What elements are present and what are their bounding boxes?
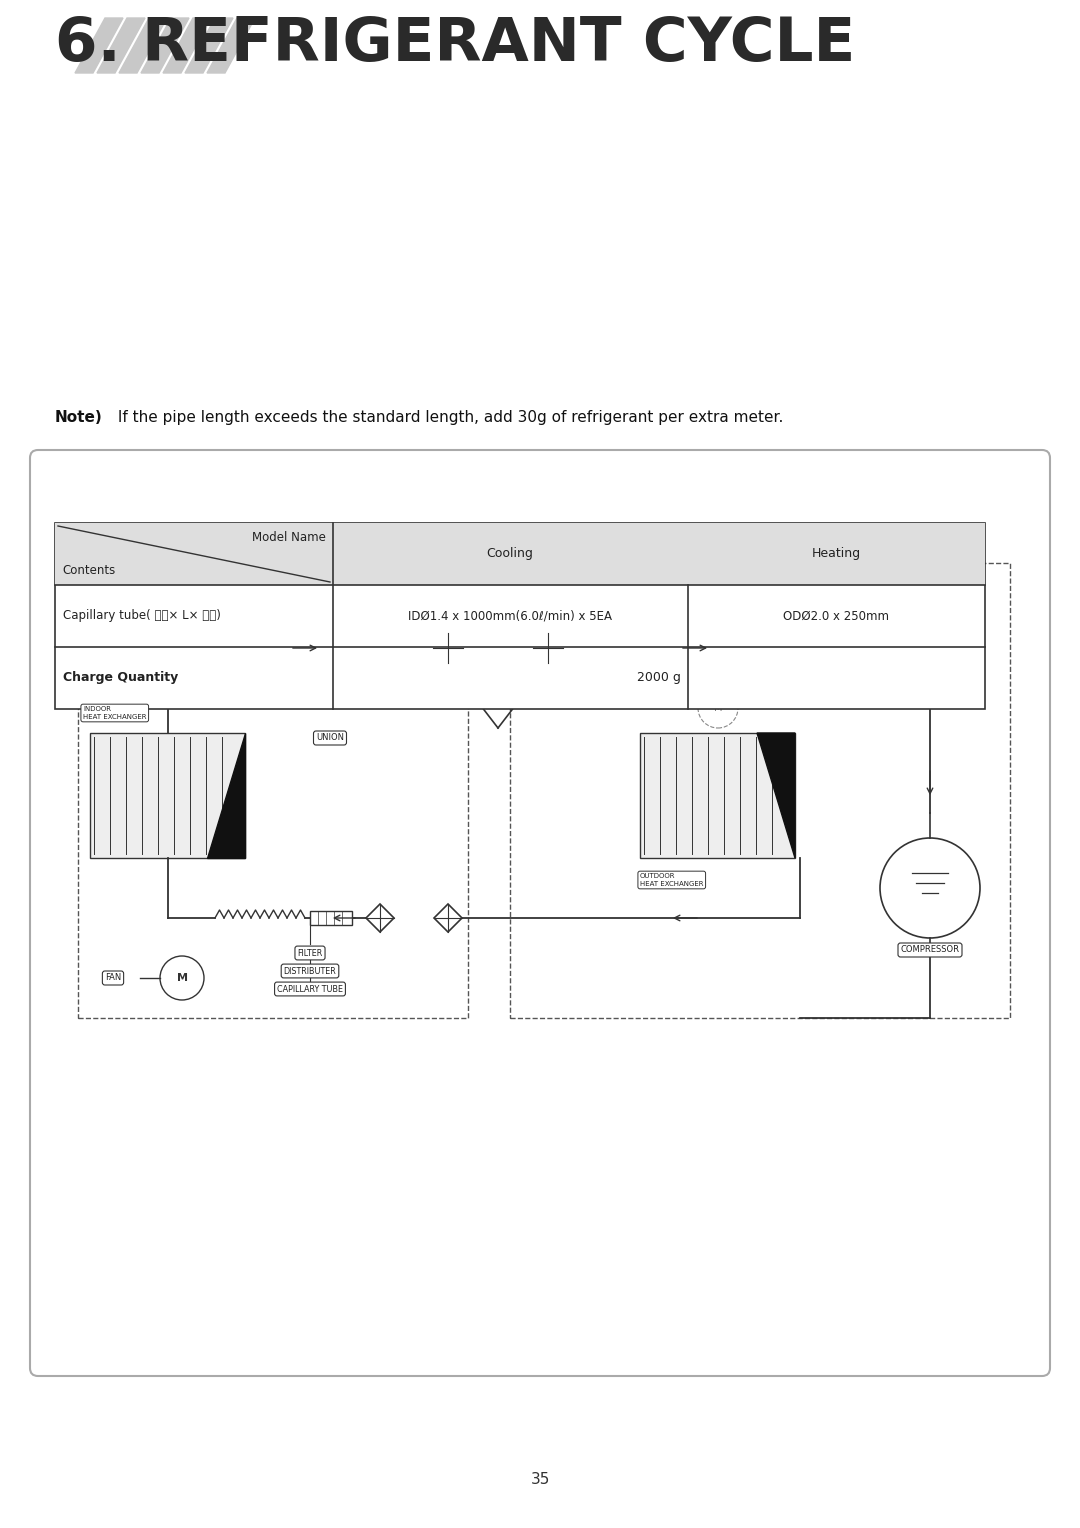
Circle shape [698, 688, 738, 727]
Text: FAN: FAN [105, 973, 121, 983]
Polygon shape [141, 18, 189, 73]
Text: Capillary tube( 내경× L× 수량): Capillary tube( 내경× L× 수량) [63, 610, 221, 622]
Text: 2000 g: 2000 g [637, 671, 680, 685]
Bar [55, 523, 985, 585]
Polygon shape [207, 733, 245, 859]
Polygon shape [534, 633, 563, 663]
Text: Cooling: Cooling [487, 547, 534, 561]
Text: If the pipe length exceeds the standard length, add 30g of refrigerant per extra: If the pipe length exceeds the standard … [113, 410, 783, 425]
Text: IDØ1.4 x 1000mm(6.0ℓ/min) x 5EA: IDØ1.4 x 1000mm(6.0ℓ/min) x 5EA [408, 610, 612, 622]
Polygon shape [163, 18, 211, 73]
Text: Heating: Heating [811, 547, 861, 561]
Text: Charge Quantity: Charge Quantity [63, 671, 178, 685]
Text: SERVICE VALVE: SERVICE VALVE [586, 648, 650, 657]
FancyBboxPatch shape [30, 451, 1050, 1377]
Text: OUTDOOR
HEAT EXCHANGER: OUTDOOR HEAT EXCHANGER [640, 872, 703, 886]
Polygon shape [97, 18, 145, 73]
Polygon shape [757, 733, 795, 859]
Text: INDOOR
HEAT EXCHANGER: INDOOR HEAT EXCHANGER [83, 706, 147, 720]
Text: FILTER: FILTER [297, 949, 323, 958]
Bar [78, 562, 468, 1018]
Text: M: M [176, 973, 188, 983]
Text: 35: 35 [530, 1473, 550, 1487]
Circle shape [880, 837, 980, 938]
Circle shape [160, 957, 204, 999]
Bar [310, 911, 352, 924]
Polygon shape [185, 18, 233, 73]
Text: M: M [714, 703, 723, 714]
Text: 6. REFRIGERANT CYCLE: 6. REFRIGERANT CYCLE [55, 15, 855, 75]
Text: Model Name: Model Name [252, 532, 326, 544]
Text: COMPRESSOR: COMPRESSOR [901, 946, 959, 955]
Text: Note): Note) [55, 410, 103, 425]
Bar [90, 733, 245, 859]
Bar [640, 733, 795, 859]
Text: CAPILLARY TUBE: CAPILLARY TUBE [276, 984, 343, 993]
Text: UNION: UNION [316, 733, 345, 743]
Bar [55, 523, 985, 709]
Text: INDOOR UNIT: INDOOR UNIT [180, 555, 251, 565]
Text: OUTDOOR UNIT: OUTDOOR UNIT [674, 555, 756, 565]
Polygon shape [434, 905, 462, 932]
Polygon shape [75, 18, 123, 73]
Polygon shape [207, 18, 255, 73]
Text: HIGH PRESSURE SWITCH: HIGH PRESSURE SWITCH [811, 576, 905, 585]
Text: Contents: Contents [62, 564, 116, 578]
Text: ODØ2.0 x 250mm: ODØ2.0 x 250mm [783, 610, 889, 622]
Text: DISTRIBUTER: DISTRIBUTER [284, 967, 336, 975]
Polygon shape [366, 905, 394, 932]
Bar [510, 562, 1010, 1018]
Polygon shape [433, 633, 463, 663]
Polygon shape [119, 18, 167, 73]
